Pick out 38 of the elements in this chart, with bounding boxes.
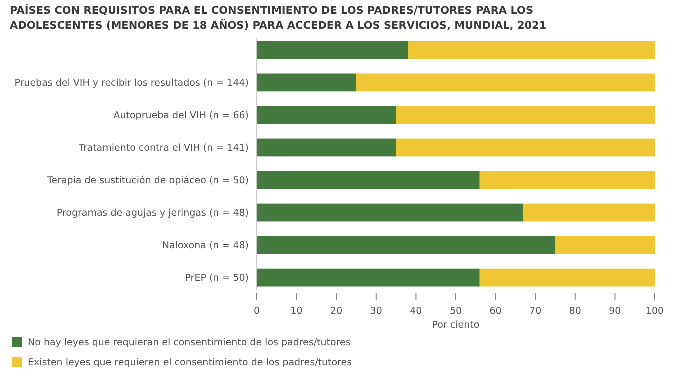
bar (408, 41, 655, 60)
bar (396, 138, 655, 157)
x-tick-label: 0 (254, 306, 260, 317)
legend-label: No hay leyes que requieran el consentimiento de los padres/tutores (28, 337, 351, 348)
bar (356, 74, 655, 92)
y-tick-label: Autoprueba del VIH (n = 66) (114, 110, 249, 122)
x-tick-label: 20 (330, 306, 343, 317)
bar (257, 138, 396, 157)
x-tick-label: 80 (569, 306, 582, 317)
y-tick-label: Naloxona (n = 48) (162, 240, 249, 252)
legend-label: Existen leyes que requieren el consentimiento de los padres/tutores (28, 357, 352, 368)
bar (257, 268, 480, 287)
y-tick-label: Tratamiento contra el VIH (n = 141) (78, 143, 249, 154)
y-tick-label: Pruebas del VIH y recibir los resultados (n = 144) (14, 78, 249, 90)
bar (257, 204, 524, 222)
x-tick-label: 30 (370, 306, 382, 317)
bar (257, 171, 480, 190)
x-tick-label: 40 (410, 306, 422, 317)
y-tick-label: Programas de agujas y jeringas (n = 48) (56, 208, 249, 220)
x-tick-label: 70 (530, 306, 542, 317)
bar (480, 171, 655, 190)
bar (524, 204, 655, 222)
x-tick-label: 50 (450, 306, 462, 317)
bar (257, 74, 356, 92)
x-tick-label: 90 (609, 306, 622, 317)
y-tick-label: PrEP (n = 50) (185, 273, 249, 284)
bar (257, 41, 408, 60)
x-tick-label: 60 (490, 306, 502, 317)
bar (480, 268, 655, 287)
chart-title: PAÍSES CON REQUISITOS PARA EL CONSENTIMIENTO DE LOS PADRES/TUTORES PARA LOS ADOLESCENTES (MENORES DE 18 AÑOS) PARA ACCEDER A LOS SERVICIOS, MUNDIAL, 2021 (10, 4, 547, 32)
bar (396, 106, 655, 124)
bar (257, 106, 396, 124)
bar (257, 236, 556, 254)
x-tick-label: 100 (646, 306, 664, 317)
bar (556, 236, 655, 254)
x-tick-label: 10 (290, 306, 303, 317)
x-axis-title: Por ciento (432, 320, 480, 331)
y-tick-label: Terapia de sustitución de opiáceo (n = 50) (46, 176, 249, 187)
